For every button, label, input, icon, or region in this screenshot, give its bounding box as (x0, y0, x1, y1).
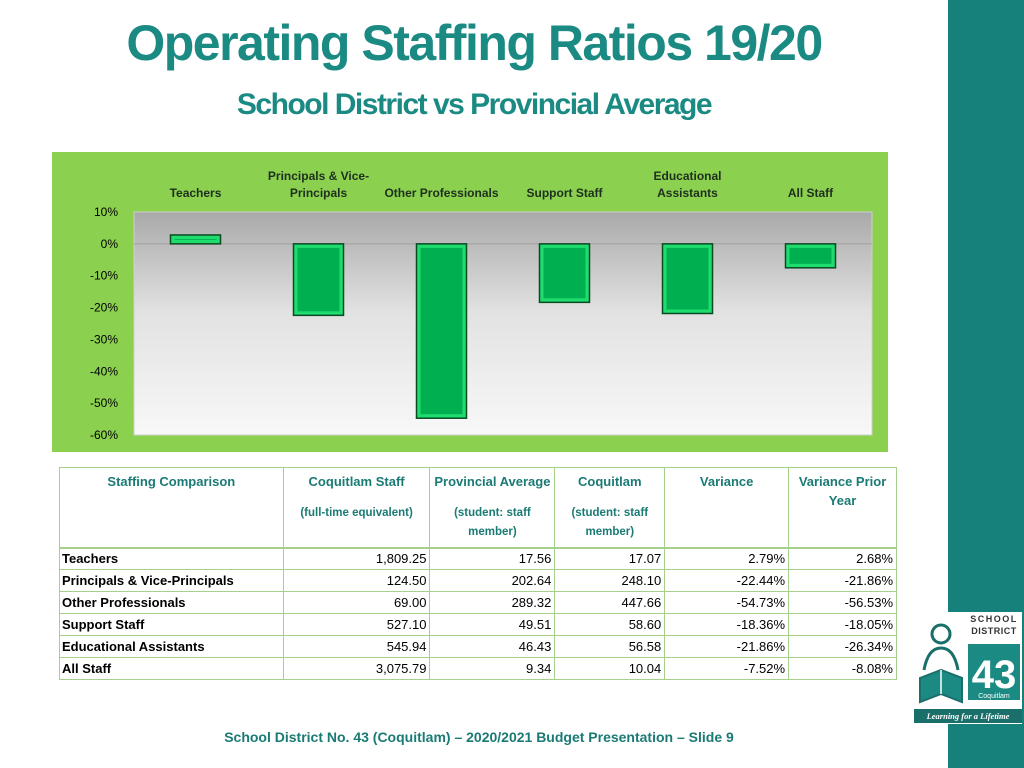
cell-provincial: 49.51 (429, 613, 556, 636)
cell-variance: -18.36% (664, 613, 790, 636)
logo-tagline: Learning for a Lifetime (926, 711, 1010, 721)
bar-inner (543, 247, 586, 299)
page-title: Operating Staffing Ratios 19/20 (126, 15, 823, 71)
cell-variance: -54.73% (664, 591, 790, 614)
cell-variance: -22.44% (664, 569, 790, 592)
y-tick-label: -30% (90, 332, 118, 346)
cell-provincial: 202.64 (429, 569, 556, 592)
header-provincial-average: Provincial Average (student: staff member… (429, 467, 556, 549)
cell-provincial: 289.32 (429, 591, 556, 614)
cell-coquitlam: 10.04 (554, 657, 666, 680)
table-header-row: Staffing Comparison Coquitlam Staff (full… (59, 467, 897, 549)
cell-staff: 124.50 (282, 569, 431, 592)
cell-variance: -21.86% (664, 635, 790, 658)
bar-inner (789, 247, 832, 264)
staffing-table: Staffing Comparison Coquitlam Staff (full… (59, 467, 897, 680)
bar-inner (420, 247, 463, 415)
category-label: Teachers (170, 186, 222, 200)
category-label: Other Professionals (384, 186, 498, 200)
cell-staff: 1,809.25 (282, 547, 431, 570)
bar-inner (297, 247, 340, 312)
category-labels: Teachers Principals & Vice- Principals Othe… (170, 169, 835, 200)
bars (169, 234, 837, 419)
y-tick-label: 0% (101, 237, 119, 251)
district-logo: 43 Coquitlam SCHOOL DISTRICT Learning fo… (914, 612, 1022, 724)
bar-inner (174, 238, 217, 240)
logo-line1: SCHOOL (970, 614, 1018, 624)
category-label: Principals & Vice- (268, 169, 369, 183)
plot-area (133, 211, 873, 436)
header-sub-ratio: (student: staff member) (454, 507, 531, 538)
table-row: Educational Assistants 545.94 46.43 56.5… (59, 635, 897, 658)
cell-variance-prior: -21.86% (788, 569, 897, 592)
header-sub-fte: (full-time equivalent) (300, 507, 413, 519)
header-variance: Variance (664, 467, 790, 549)
cell-coquitlam: 58.60 (554, 613, 666, 636)
y-tick-label: -60% (90, 428, 118, 442)
header-sub-ratio: (student: staff member) (571, 507, 649, 538)
variance-chart: 10% 0% -10% -20% -30% -40% -50% -60% Teachers Pr… (52, 152, 888, 452)
table-row: Principals & Vice-Principals 124.50 202.… (59, 569, 897, 592)
cell-coquitlam: 248.10 (554, 569, 666, 592)
reading-child-icon: 43 Coquitlam SCHOOL DISTRICT Learning fo… (914, 614, 1022, 723)
cell-staff: 3,075.79 (282, 657, 431, 680)
y-tick-label: 10% (94, 205, 118, 219)
cell-coquitlam: 447.66 (554, 591, 666, 614)
y-tick-label: -50% (90, 396, 118, 410)
logo-name: Coquitlam (978, 693, 1010, 700)
row-label: All Staff (59, 657, 284, 680)
cell-variance-prior: -18.05% (788, 613, 897, 636)
header-staffing-comparison: Staffing Comparison (59, 467, 284, 549)
category-label: Principals (290, 186, 348, 200)
bar-inner (666, 247, 709, 310)
header-coquitlam: Coquitlam (student: staff member) (554, 467, 666, 549)
cell-variance: -7.52% (664, 657, 790, 680)
cell-provincial: 17.56 (429, 547, 556, 570)
logo-line2: DISTRICT (971, 626, 1017, 636)
cell-variance: 2.79% (664, 547, 790, 570)
cell-variance-prior: 2.68% (788, 547, 897, 570)
category-label: Assistants (657, 186, 718, 200)
cell-coquitlam: 56.58 (554, 635, 666, 658)
cell-variance-prior: -8.08% (788, 657, 897, 680)
cell-variance-prior: -56.53% (788, 591, 897, 614)
row-label: Principals & Vice-Principals (59, 569, 284, 592)
y-axis-ticks: 10% 0% -10% -20% -30% -40% -50% -60% (90, 205, 118, 442)
header-variance-prior-year: Variance Prior Year (788, 467, 897, 549)
y-tick-label: -20% (90, 301, 118, 315)
table-row: Teachers 1,809.25 17.56 17.07 2.79% 2.68… (59, 547, 897, 570)
cell-staff: 527.10 (282, 613, 431, 636)
header-coquitlam-staff: Coquitlam Staff (full-time equivalent) (282, 467, 431, 549)
row-label: Teachers (59, 547, 284, 570)
cell-staff: 545.94 (282, 635, 431, 658)
y-tick-label: -40% (90, 364, 118, 378)
row-label: Other Professionals (59, 591, 284, 614)
cell-staff: 69.00 (282, 591, 431, 614)
chart-svg: 10% 0% -10% -20% -30% -40% -50% -60% Teachers Pr… (90, 169, 873, 442)
table-row: Other Professionals 69.00 289.32 447.66 … (59, 591, 897, 614)
category-label: Educational (653, 169, 721, 183)
footer-text: School District No. 43 (Coquitlam) – 202… (224, 729, 734, 745)
y-tick-label: -10% (90, 269, 118, 283)
page-subtitle: School District vs Provincial Average (236, 88, 713, 121)
logo-number: 43 (972, 653, 1017, 697)
cell-variance-prior: -26.34% (788, 635, 897, 658)
category-label: Support Staff (527, 186, 604, 200)
table-row: All Staff 3,075.79 9.34 10.04 -7.52% -8.… (59, 657, 897, 680)
row-label: Support Staff (59, 613, 284, 636)
table-row: Support Staff 527.10 49.51 58.60 -18.36%… (59, 613, 897, 636)
row-label: Educational Assistants (59, 635, 284, 658)
cell-coquitlam: 17.07 (554, 547, 666, 570)
cell-provincial: 9.34 (429, 657, 556, 680)
cell-provincial: 46.43 (429, 635, 556, 658)
category-label: All Staff (788, 186, 834, 200)
